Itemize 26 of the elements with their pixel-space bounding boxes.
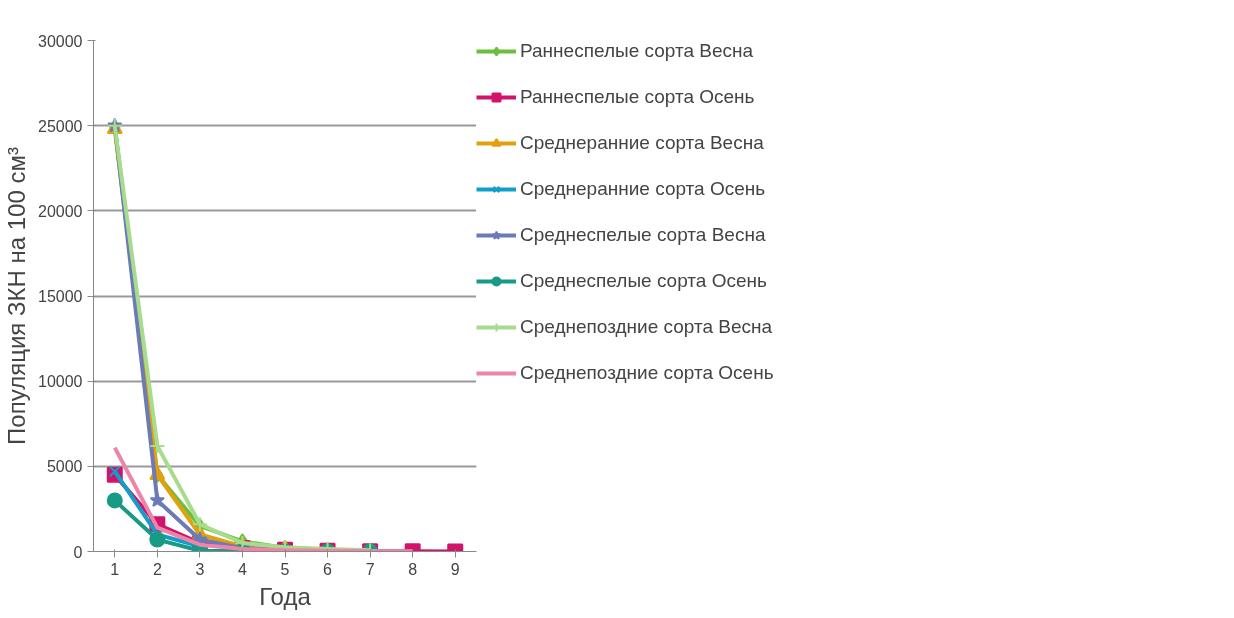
y-tick-label: 20000 <box>38 202 83 220</box>
y-tick-label: 25000 <box>38 117 83 135</box>
x-tick-label: 9 <box>450 560 460 578</box>
legend-label: Раннеспелые сорта Осень <box>520 86 755 108</box>
legend-label: Среднеранние сорта Осень <box>520 178 766 200</box>
x-tick-label: 5 <box>280 560 290 578</box>
legend-label: Среднеспелые сорта Весна <box>520 224 766 246</box>
x-tick-label: 8 <box>408 560 418 578</box>
y-axis-title: Популяция ЗКН на 100 см³ <box>3 147 31 445</box>
legend-label: Среднепоздние сорта Осень <box>520 362 774 384</box>
x-tick-label: 1 <box>110 560 120 578</box>
legend-label: Среднеранние сорта Весна <box>520 132 764 154</box>
x-tick-label: 2 <box>152 560 162 578</box>
legend-label: Среднепоздние сорта Весна <box>520 316 773 338</box>
legend-label: Раннеспелые сорта Весна <box>520 40 754 62</box>
x-tick-label: 6 <box>323 560 333 578</box>
y-tick-label: 30000 <box>38 32 83 50</box>
y-tick-label: 5000 <box>46 458 83 476</box>
y-tick-label: 10000 <box>38 373 83 391</box>
x-axis-title: Года <box>259 582 312 610</box>
y-tick-label: 15000 <box>38 288 83 305</box>
x-tick-label: 4 <box>238 560 247 578</box>
x-tick-label: 7 <box>365 560 375 578</box>
x-tick-label: 3 <box>195 560 205 578</box>
y-tick-label: 0 <box>73 543 83 561</box>
legend-label: Среднеспелые сорта Осень <box>520 270 767 292</box>
